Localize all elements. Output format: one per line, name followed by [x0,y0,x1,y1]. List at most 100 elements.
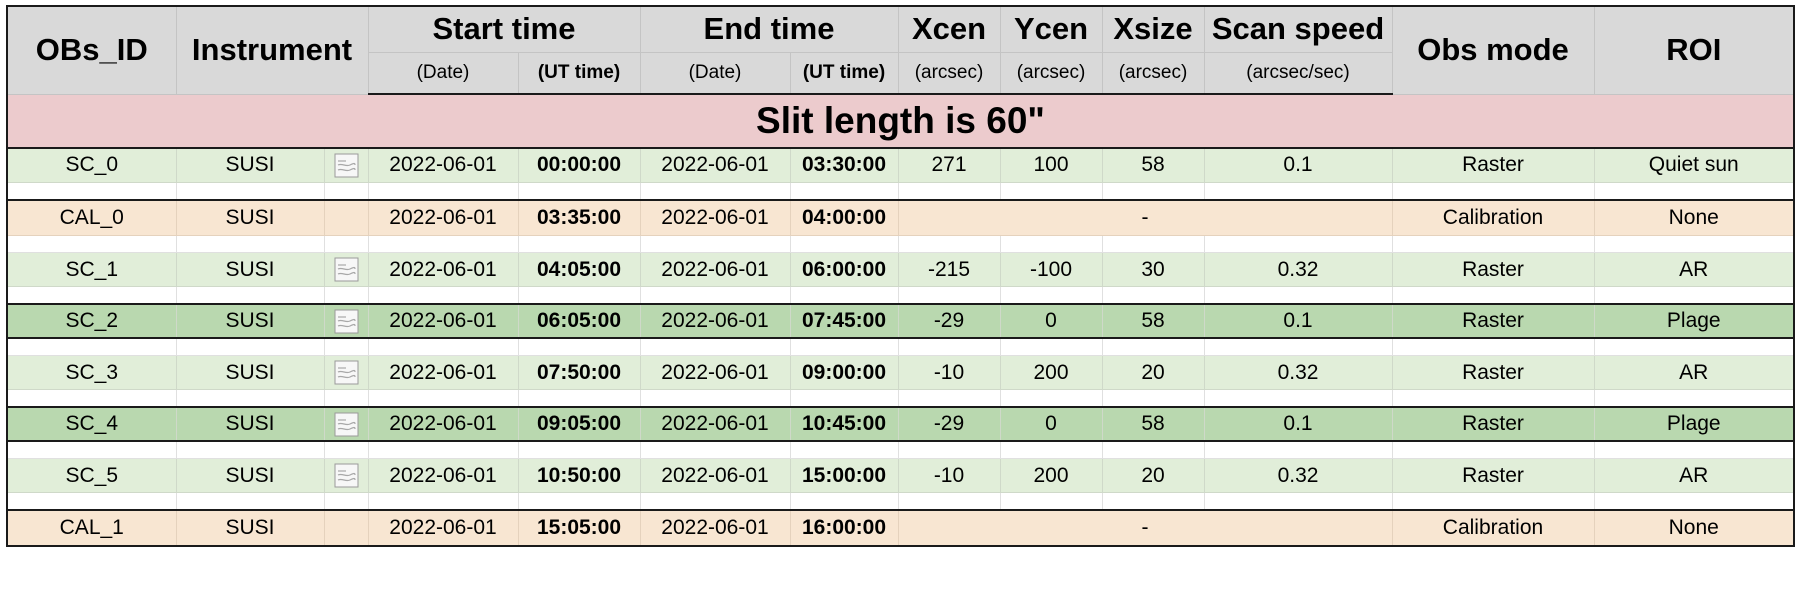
spacer-cell [323,492,369,511]
scan-speed-cell: 0.1 [1203,147,1393,183]
spacer-cell [1593,286,1795,305]
ycen-cell: 100 [999,147,1103,183]
spacer-cell [639,389,791,408]
spacer-cell [6,286,177,305]
spacer-cell [175,440,325,459]
instrument-cell: SUSI [175,355,325,390]
spacer-cell [789,235,899,253]
spacer-row [6,492,1795,511]
header-ycen: Ycen [999,5,1103,53]
observation-table: OBs_ID Instrument Start time End time Xc… [6,5,1795,547]
doc-icon-cell [323,355,369,390]
start-ut-cell: 06:05:00 [517,303,641,339]
doc-icon-cell [323,406,369,442]
spacer-cell [789,181,899,201]
spacer-cell [1391,286,1595,305]
end-ut-cell: 06:00:00 [789,252,899,287]
document-icon [334,360,358,385]
end-date-cell: 2022-06-01 [639,406,791,442]
spacer-cell [789,337,899,356]
document-icon [334,257,358,282]
obs-id-cell: SC_4 [6,406,177,442]
subheader-start-date: (Date) [367,51,519,95]
start-date-cell: 2022-06-01 [367,303,519,339]
end-ut-cell: 10:45:00 [789,406,899,442]
spacer-cell [175,286,325,305]
spacer-cell [175,181,325,201]
spacer-cell [1101,181,1205,201]
xsize-cell: 30 [1101,252,1205,287]
table-row[interactable]: SC_2 SUSI 2022-06-01 06:05:00 2022-06-01 07:4… [6,303,1795,339]
obs-id-cell: SC_0 [6,147,177,183]
spacer-cell [6,389,177,408]
spacer-cell [1593,492,1795,511]
end-ut-cell: 09:00:00 [789,355,899,390]
subheader-row: (Date) (UT time) (Date) (UT time) (arcse… [7,51,1794,95]
spacer-cell [897,235,1001,253]
spacer-cell [789,286,899,305]
start-date-cell: 2022-06-01 [367,509,519,547]
subheader-start-ut: (UT time) [517,51,641,95]
spacer-cell [517,389,641,408]
scan-speed-cell: 0.1 [1203,303,1393,339]
obs-mode-cell: Raster [1391,458,1595,493]
ycen-cell: 200 [999,355,1103,390]
obs-mode-cell: Raster [1391,252,1595,287]
xsize-cell: 20 [1101,355,1205,390]
spacer-cell [897,181,1001,201]
spacer-cell [323,440,369,459]
obs-mode-cell: Raster [1391,147,1595,183]
start-date-cell: 2022-06-01 [367,355,519,390]
end-date-cell: 2022-06-01 [639,303,791,339]
spacer-cell [639,235,791,253]
header-roi: ROI [1593,5,1795,95]
header-end-time: End time [639,5,899,53]
roi-cell: AR [1593,458,1795,493]
doc-icon-cell [323,458,369,493]
spacer-cell [1391,181,1595,201]
spacer-row [6,389,1795,408]
spacer-cell [639,492,791,511]
spacer-cell [639,181,791,201]
instrument-cell: SUSI [175,458,325,493]
spacer-cell [999,389,1103,408]
instrument-cell: SUSI [175,252,325,287]
header-xsize: Xsize [1101,5,1205,53]
table-row[interactable]: SC_4 SUSI 2022-06-01 09:05:00 2022-06-01 10:4… [6,406,1795,442]
spacer-cell [897,337,1001,356]
obs-id-cell: SC_2 [6,303,177,339]
spacer-cell [1101,389,1205,408]
table-row[interactable]: SC_1 SUSI 2022-06-01 04:05:00 2022-06-01 06:0… [6,252,1795,287]
spacer-cell [6,492,177,511]
start-ut-cell: 15:05:00 [517,509,641,547]
obs-mode-cell: Calibration [1391,509,1595,547]
roi-cell: None [1593,199,1795,236]
instrument-cell: SUSI [175,147,325,183]
end-ut-cell: 03:30:00 [789,147,899,183]
table-row[interactable]: CAL_0 SUSI 2022-06-01 03:35:00 2022-06-01 04:… [6,199,1795,236]
spacer-cell [999,337,1103,356]
spacer-cell [517,181,641,201]
obs-mode-cell: Calibration [1391,199,1595,236]
table-row[interactable]: SC_5 SUSI 2022-06-01 10:50:00 2022-06-01 15:0… [6,458,1795,493]
table-row[interactable]: SC_0 SUSI 2022-06-01 00:00:00 2022-06-01 03:3… [6,147,1795,183]
spacer-cell [323,286,369,305]
start-ut-cell: 04:05:00 [517,252,641,287]
start-ut-cell: 00:00:00 [517,147,641,183]
table-row[interactable]: SC_3 SUSI 2022-06-01 07:50:00 2022-06-01 09:0… [6,355,1795,390]
spacer-cell [6,440,177,459]
start-date-cell: 2022-06-01 [367,252,519,287]
instrument-cell: SUSI [175,303,325,339]
spacer-cell [1391,235,1595,253]
spacer-cell [639,440,791,459]
table-row[interactable]: CAL_1 SUSI 2022-06-01 15:05:00 2022-06-01 16:… [6,509,1795,547]
xsize-cell: 20 [1101,458,1205,493]
roi-cell: None [1593,509,1795,547]
subheader-scan-speed-unit: (arcsec/sec) [1203,51,1393,95]
slit-length-banner: Slit length is 60" [6,93,1795,149]
spacer-cell [1203,337,1393,356]
spacer-cell [1203,440,1393,459]
spacer-cell [323,181,369,201]
spacer-cell [1593,235,1795,253]
end-date-cell: 2022-06-01 [639,252,791,287]
